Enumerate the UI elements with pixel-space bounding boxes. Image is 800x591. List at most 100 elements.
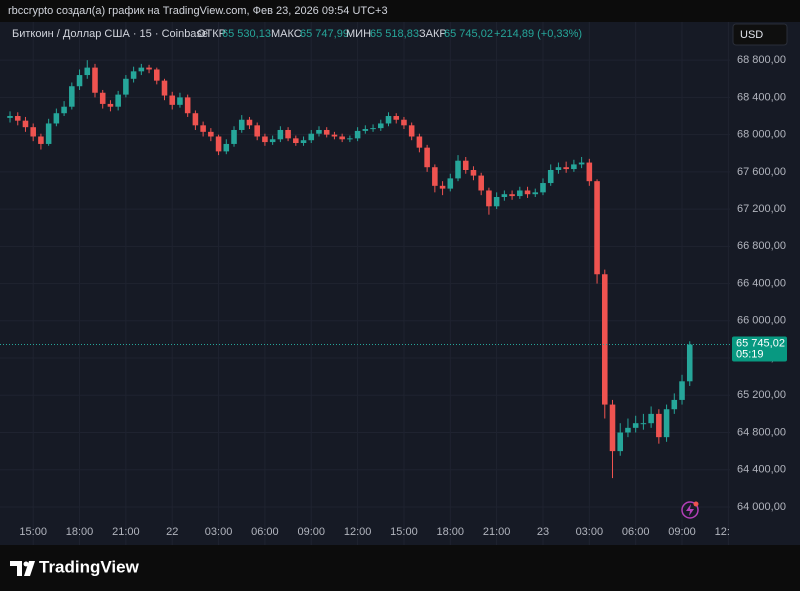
candle-body bbox=[200, 125, 206, 132]
last-price-box bbox=[732, 336, 787, 362]
candle-body bbox=[656, 413, 662, 438]
candle-body bbox=[424, 147, 430, 168]
candle-body bbox=[571, 164, 577, 170]
candle-body bbox=[293, 138, 299, 144]
candle-body bbox=[377, 123, 384, 129]
legend-label: ОТКР bbox=[197, 28, 226, 40]
candle-body bbox=[76, 75, 83, 87]
y-tick-label: 64 400,00 bbox=[737, 464, 786, 476]
legend: Биткоин / Доллар США · 15 · Coinbase ОТК… bbox=[12, 28, 582, 40]
price-axis bbox=[730, 22, 800, 545]
y-tick-label: 66 400,00 bbox=[737, 277, 786, 289]
candle-body bbox=[184, 97, 191, 114]
candle-body bbox=[632, 423, 639, 428]
x-tick-label: 03:00 bbox=[576, 526, 604, 538]
y-tick-label: 68 000,00 bbox=[737, 129, 786, 141]
candle-body bbox=[609, 404, 616, 452]
candle-body bbox=[493, 196, 500, 207]
x-tick-label: 06:00 bbox=[622, 526, 650, 538]
candle-body bbox=[153, 69, 160, 81]
legend-label: МИН bbox=[346, 28, 371, 40]
candle-body bbox=[169, 95, 176, 105]
candle-body bbox=[486, 190, 492, 207]
candle-body bbox=[671, 399, 678, 410]
y-tick-label: 67 200,00 bbox=[737, 203, 786, 215]
candle-body bbox=[316, 129, 322, 134]
candle-body bbox=[540, 183, 546, 193]
alert-dot bbox=[693, 501, 699, 507]
candle-body bbox=[439, 185, 446, 189]
candle-body bbox=[99, 92, 106, 104]
legend-value: 65 530,13 bbox=[222, 28, 271, 40]
last-price-label: 65 745,02 bbox=[736, 337, 785, 349]
alert-icon[interactable] bbox=[681, 501, 699, 519]
candle-body bbox=[586, 162, 593, 182]
legend-value: 65 745,02 bbox=[444, 28, 493, 40]
candle-body bbox=[563, 167, 569, 170]
x-tick-label: 09:00 bbox=[297, 526, 325, 538]
candle-body bbox=[231, 129, 237, 144]
candle-body bbox=[648, 413, 654, 424]
legend-symbol: Биткоин / Доллар США · 15 · Coinbase bbox=[12, 28, 208, 40]
candle-body bbox=[524, 190, 531, 195]
candle-body bbox=[238, 119, 245, 130]
candle-body bbox=[509, 194, 515, 197]
legend-value: 65 518,83 bbox=[370, 28, 419, 40]
x-tick-label: 15:00 bbox=[19, 526, 47, 538]
candle-body bbox=[370, 128, 376, 130]
candle-body bbox=[432, 167, 438, 186]
candle-body bbox=[339, 136, 345, 140]
legend-label: ЗАКР bbox=[419, 28, 447, 40]
currency-label[interactable]: USD bbox=[740, 29, 763, 41]
candle-body bbox=[447, 178, 454, 189]
logo-mark bbox=[24, 561, 35, 576]
candle-body bbox=[14, 116, 21, 121]
x-tick-label: 09:00 bbox=[668, 526, 696, 538]
y-tick-label: 64 000,00 bbox=[737, 501, 786, 513]
candle-body bbox=[45, 123, 52, 144]
candle-body bbox=[192, 113, 199, 126]
x-tick-label: 06:00 bbox=[251, 526, 279, 538]
candle-body bbox=[663, 409, 670, 438]
x-tick-label: 23 bbox=[537, 526, 549, 538]
candle-body bbox=[177, 97, 183, 105]
candle-body bbox=[601, 274, 608, 405]
candle-body bbox=[555, 167, 562, 171]
x-tick-label: 21:00 bbox=[112, 526, 140, 538]
x-tick-label: 18:00 bbox=[66, 526, 94, 538]
x-tick-label: 03:00 bbox=[205, 526, 233, 538]
candle-body bbox=[254, 125, 260, 137]
candle-body bbox=[517, 190, 523, 197]
header: rbccrypto создал(а) график на TradingVie… bbox=[8, 5, 388, 17]
candle-body bbox=[146, 67, 152, 70]
candle-body bbox=[300, 140, 307, 144]
y-tick-label: 65 200,00 bbox=[737, 389, 786, 401]
logo bbox=[10, 561, 35, 576]
candle-body bbox=[362, 129, 369, 131]
candle-body bbox=[679, 381, 685, 400]
candle-body bbox=[115, 94, 121, 107]
y-tick-label: 67 600,00 bbox=[737, 166, 786, 178]
candle-body bbox=[385, 116, 392, 124]
currency-button[interactable] bbox=[732, 23, 788, 46]
candle-body bbox=[408, 125, 415, 137]
logo-dot bbox=[23, 561, 29, 567]
candle-body bbox=[208, 131, 214, 137]
candle-body bbox=[625, 427, 631, 433]
footer-brand: TradingView bbox=[39, 557, 140, 576]
candle-body bbox=[92, 67, 98, 93]
legend-value: 65 747,99 bbox=[300, 28, 349, 40]
legend-change: +214,89 (+0,33%) bbox=[494, 28, 582, 40]
y-tick-label: 66 800,00 bbox=[737, 240, 786, 252]
y-tick-label: 68 400,00 bbox=[737, 91, 786, 103]
candle-body bbox=[331, 134, 338, 137]
alert-bolt bbox=[686, 504, 694, 516]
candle-body bbox=[455, 160, 461, 179]
candle-body bbox=[347, 138, 353, 140]
candle-body bbox=[532, 192, 539, 195]
candle-body bbox=[38, 136, 44, 144]
candle-body bbox=[478, 175, 484, 191]
x-tick-label: 15:00 bbox=[390, 526, 418, 538]
